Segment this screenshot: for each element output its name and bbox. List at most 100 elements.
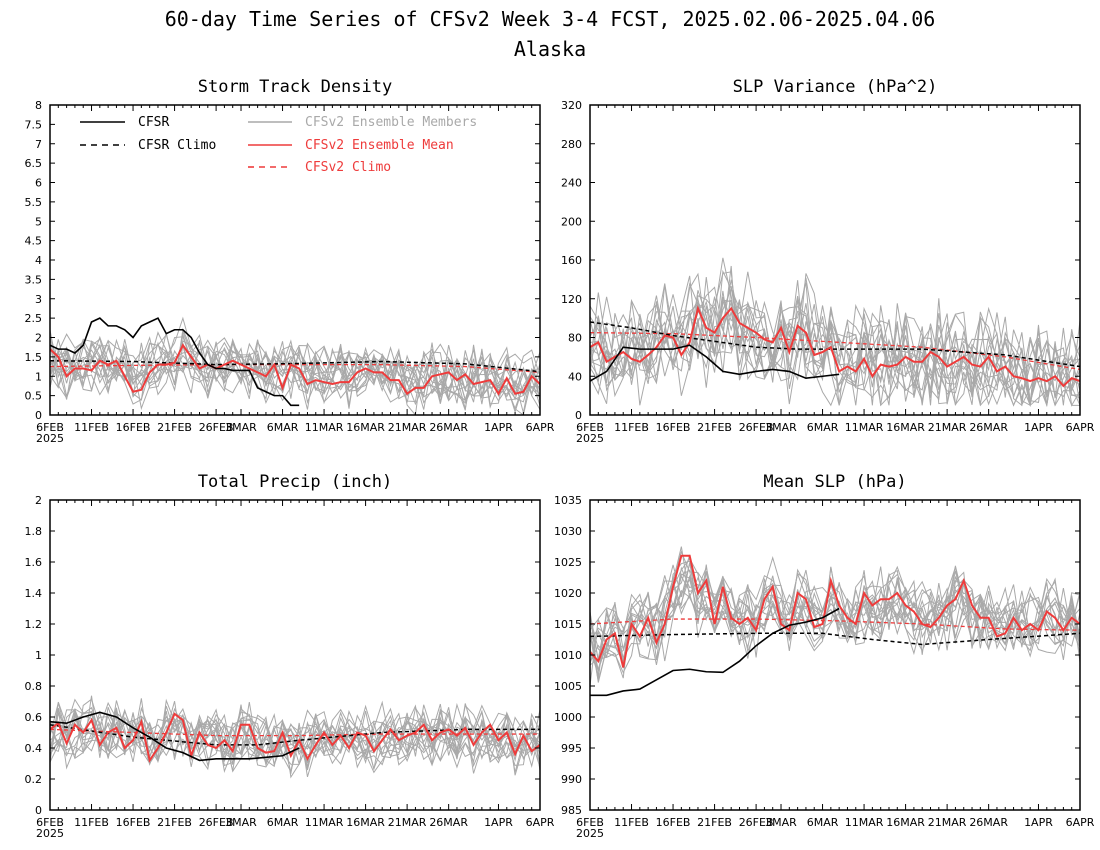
- panel-title: SLP Variance (hPa^2): [733, 77, 938, 97]
- x-tick-label: 6MAR: [807, 816, 839, 829]
- x-tick-label: 21MAR: [388, 421, 427, 434]
- x-tick-label: 6APR: [526, 421, 555, 434]
- y-tick-label: 240: [561, 177, 582, 190]
- x-tick-label: 3MAR: [225, 421, 257, 434]
- y-tick-label: 5: [35, 215, 42, 228]
- cfsr-climo-line: [590, 632, 1080, 646]
- ensemble-mean-line: [590, 554, 1080, 668]
- y-tick-label: 3: [35, 293, 42, 306]
- legend-members-label: CFSv2 Ensemble Members: [305, 115, 477, 130]
- x-tick-label: 6APR: [1066, 421, 1095, 434]
- x-tick-label: 21FEB: [157, 421, 192, 434]
- x-tick-label: 26MAR: [429, 421, 468, 434]
- ensemble-mean-line: [50, 712, 540, 763]
- x-tick-label: 1APR: [484, 421, 513, 434]
- cfsr-line: [50, 317, 300, 407]
- x-tick-label: 11MAR: [845, 816, 884, 829]
- panel-mean-slp: Mean SLP (hPa) 985 990 995 1000 1005 1010 1015 1…: [554, 472, 1095, 840]
- x-tick-label: 3MAR: [765, 421, 797, 434]
- y-tick-label: 8: [35, 99, 42, 112]
- y-tick-label: 1.2: [25, 618, 43, 631]
- ensemble-member-line: [590, 546, 1080, 665]
- x-tick-label: 26FEB: [739, 816, 774, 829]
- ensemble-mean-line: [590, 305, 1080, 388]
- x-tick-label: 21FEB: [697, 421, 732, 434]
- y-tick-label: 1020: [554, 587, 582, 600]
- y-tick-label: 2: [35, 494, 42, 507]
- x-tick-label: 16MAR: [886, 816, 925, 829]
- x-tick-label: 11FEB: [614, 816, 649, 829]
- y-tick-label: 7: [35, 138, 42, 151]
- y-tick-label: 1.6: [25, 556, 43, 569]
- x-tick-label: 6MAR: [267, 421, 299, 434]
- x-tick-label: 16FEB: [116, 421, 151, 434]
- plot-area: [50, 695, 540, 779]
- cfsv2-climo-line: [50, 728, 540, 737]
- y-tick-label: 1: [35, 649, 42, 662]
- y-tick-label: 1010: [554, 649, 582, 662]
- ensemble-member-line: [590, 566, 1080, 665]
- y-tick-label: 995: [561, 742, 582, 755]
- x-tick-label: 21MAR: [388, 816, 427, 829]
- x-tick-label: 6FEB: [36, 816, 64, 829]
- x-tick-label: 11FEB: [74, 816, 109, 829]
- y-tick-label: 990: [561, 773, 582, 786]
- cfsr-line: [590, 607, 840, 697]
- x-tick-label: 16MAR: [886, 421, 925, 434]
- x-tick-label: 26FEB: [199, 421, 234, 434]
- x-tick-label: 6FEB: [576, 421, 604, 434]
- x-tick-label: 16MAR: [346, 816, 385, 829]
- ensemble-mean-line: [50, 343, 540, 396]
- x-tick-label: 11MAR: [305, 421, 344, 434]
- y-tick-label: 7.5: [25, 118, 43, 131]
- x-tick-label: 26MAR: [969, 816, 1008, 829]
- y-tick-label: 1: [35, 370, 42, 383]
- y-tick-label: 280: [561, 138, 582, 151]
- y-tick-label: 1.5: [25, 351, 43, 364]
- x-tick-label: 21FEB: [697, 816, 732, 829]
- ensemble-member-line: [50, 709, 540, 773]
- plot-area: [590, 257, 1080, 408]
- figure-title: 60-day Time Series of CFSv2 Week 3-4 FCS…: [165, 7, 936, 31]
- x-tick-label: 3MAR: [765, 816, 797, 829]
- y-tick-label: 0: [35, 409, 42, 422]
- y-tick-label: 1025: [554, 556, 582, 569]
- ensemble-member-line: [590, 555, 1080, 663]
- x-tick-label: 1APR: [1024, 816, 1053, 829]
- x-tick-label: 3MAR: [225, 816, 257, 829]
- x-year-label: 2025: [36, 827, 64, 840]
- y-tick-label: 0: [575, 409, 582, 422]
- ensemble-member-line: [50, 338, 540, 405]
- y-tick-label: 4.5: [25, 235, 43, 248]
- y-tick-label: 1.4: [25, 587, 43, 600]
- x-year-label: 2025: [576, 827, 604, 840]
- x-tick-label: 16FEB: [656, 816, 691, 829]
- y-tick-label: 0: [35, 804, 42, 817]
- panel-total-precip: Total Precip (inch) 0 0.2 0.4 0.6 0.8 1 1.2 1.4 1…: [25, 472, 555, 840]
- y-tick-label: 4: [35, 254, 42, 267]
- y-tick-label: 320: [561, 99, 582, 112]
- x-tick-label: 26MAR: [429, 816, 468, 829]
- x-tick-label: 6MAR: [267, 816, 299, 829]
- x-tick-label: 16FEB: [116, 816, 151, 829]
- x-tick-label: 16FEB: [656, 421, 691, 434]
- y-tick-label: 2: [35, 332, 42, 345]
- x-tick-label: 6MAR: [807, 421, 839, 434]
- cfsv2-climo-line: [590, 332, 1080, 371]
- x-tick-label: 21MAR: [928, 421, 967, 434]
- cfsv2-climo-line: [590, 618, 1080, 631]
- y-tick-label: 120: [561, 293, 582, 306]
- cfsr-line: [50, 711, 300, 762]
- cfsr-climo-line: [50, 360, 540, 373]
- x-tick-label: 21FEB: [157, 816, 192, 829]
- ensemble-member-line: [590, 257, 1080, 408]
- ensemble-member-line: [590, 275, 1080, 407]
- cfsv2-climo-line: [50, 363, 540, 374]
- x-year-label: 2025: [576, 432, 604, 445]
- y-tick-label: 0.4: [25, 742, 43, 755]
- ensemble-member-line: [50, 329, 540, 403]
- ensemble-member-line: [50, 327, 540, 399]
- y-tick-label: 200: [561, 215, 582, 228]
- x-tick-label: 1APR: [1024, 421, 1053, 434]
